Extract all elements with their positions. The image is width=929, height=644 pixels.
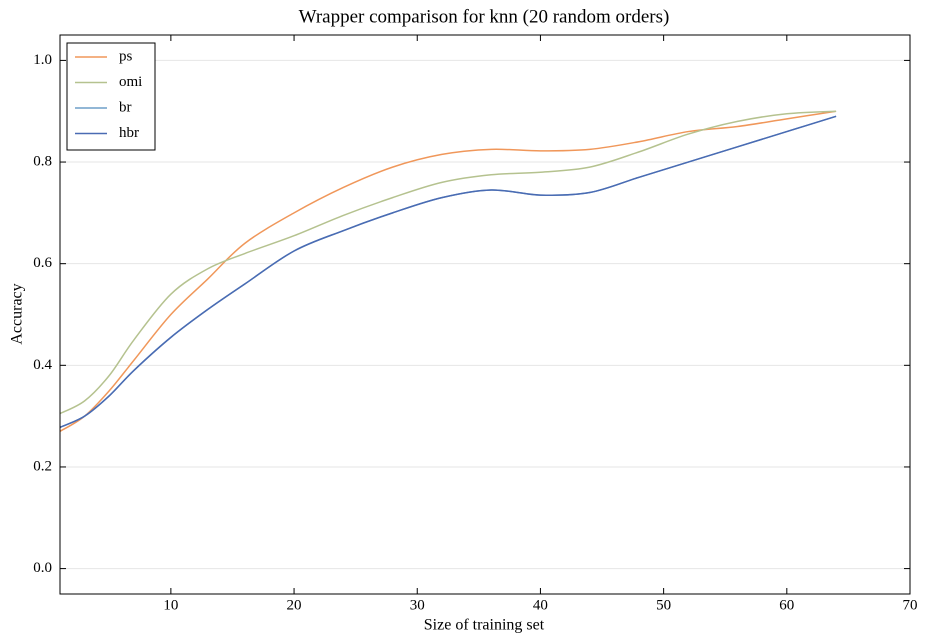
y-axis-label: Accuracy — [9, 283, 26, 344]
x-tick-label: 70 — [903, 597, 918, 613]
x-tick-label: 20 — [287, 597, 302, 613]
y-tick-label: 0.8 — [33, 153, 52, 169]
series-line — [59, 115, 837, 429]
legend-box — [66, 42, 156, 151]
x-tick-label: 50 — [656, 597, 671, 613]
y-tick-label: 0.2 — [33, 458, 52, 474]
legend-label: ps — [119, 48, 133, 64]
y-tick-label: 0.4 — [33, 357, 52, 373]
x-axis-label: Size of training set — [424, 617, 545, 634]
chart-title: Wrapper comparison for knn (20 random or… — [299, 6, 670, 27]
legend-label: omi — [119, 74, 142, 90]
x-tick-label: 30 — [410, 597, 425, 613]
series-line — [59, 110, 837, 415]
series-line — [59, 110, 837, 433]
plot-frame — [59, 34, 911, 595]
x-tick-label: 10 — [163, 597, 178, 613]
y-tick-label: 0.0 — [33, 560, 52, 576]
legend-label: hbr — [119, 125, 139, 141]
x-tick-label: 40 — [533, 597, 548, 613]
y-tick-label: 0.6 — [33, 255, 52, 271]
legend-label: br — [119, 99, 132, 115]
x-tick-label: 60 — [779, 597, 794, 613]
series-line — [59, 115, 837, 429]
y-tick-label: 1.0 — [33, 52, 52, 68]
